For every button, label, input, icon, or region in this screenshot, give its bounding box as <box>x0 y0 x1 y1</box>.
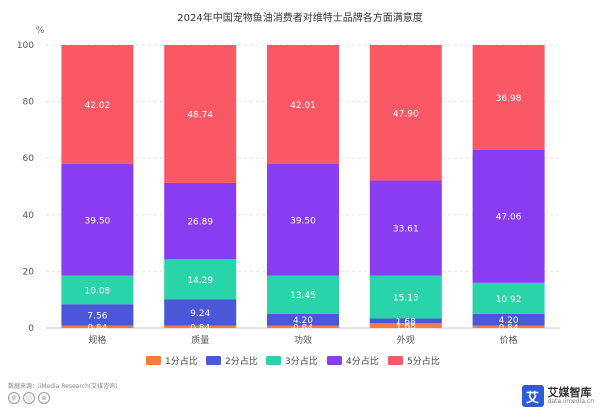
bar-segment <box>472 149 545 283</box>
chart-title: 2024年中国宠物鱼油消费者对维特士品牌各方面满意度 <box>177 11 422 24</box>
bar-value-label: 42.01 <box>290 101 316 111</box>
bar-segment <box>472 282 545 314</box>
bar-segment <box>369 275 442 319</box>
y-tick-labels: 0 20 40 60 80 100 <box>17 41 34 334</box>
y-tick-label: 20 <box>23 267 35 277</box>
bar-segment <box>369 318 442 324</box>
legend-label: 2分占比 <box>225 355 258 367</box>
brand-block: 艾 艾媒智库 data.iimedia.cn <box>521 385 594 407</box>
legend: 1分占比 2分占比 3分占比 4分占比 5分占比 <box>146 355 440 367</box>
bar-segment <box>164 182 237 260</box>
brand-name: 艾媒智库 <box>547 385 592 399</box>
bar-value-label: 0.84 <box>87 323 107 333</box>
bar-segment <box>61 325 134 328</box>
bar-segment <box>61 163 134 276</box>
bar-value-label: 14.29 <box>187 276 213 286</box>
bar-value-label: 15.13 <box>393 294 419 304</box>
brand-logo-icon: 艾 <box>521 385 544 407</box>
bar-segment <box>164 45 237 183</box>
legend-label: 5分占比 <box>407 355 440 367</box>
bar-value-label: 33.61 <box>393 225 419 235</box>
bar-value-label: 47.06 <box>496 213 522 223</box>
bar-segment <box>472 45 545 150</box>
bar-value-label: 39.50 <box>85 216 111 226</box>
y-tick-label: 100 <box>17 41 34 51</box>
bar-segment <box>267 45 339 164</box>
bar-value-label: 39.50 <box>290 216 316 226</box>
legend-swatch <box>266 356 281 365</box>
x-tick-label: 价格 <box>500 334 518 346</box>
copyright-icon: © <box>8 392 20 404</box>
legend-label: 3分占比 <box>285 355 318 367</box>
y-axis-unit-label: % <box>36 26 45 36</box>
bar-value-label: 10.92 <box>496 295 522 305</box>
noderivs-icon: ⊜ <box>38 392 50 404</box>
bar-value-label: 42.02 <box>85 101 111 111</box>
bar-segment <box>164 259 237 300</box>
data-source-note: 数据来源：iiMedia Research(艾媒咨询) <box>8 383 118 390</box>
legend-label: 4分占比 <box>346 355 379 367</box>
bar-value-label: 1.68 <box>396 317 416 327</box>
y-tick-label: 60 <box>23 154 35 164</box>
bar-value-label: 4.20 <box>499 316 519 326</box>
bar-value-label: 10.08 <box>85 286 111 296</box>
brand-url: data.iimedia.cn <box>547 397 594 405</box>
bar-segment <box>61 275 134 305</box>
bar-value-label: 48.74 <box>187 110 213 120</box>
bar-segment <box>164 325 237 328</box>
attribution-icon: ⓘ <box>23 392 35 404</box>
bar-segment <box>164 299 237 326</box>
y-tick-label: 80 <box>23 98 35 108</box>
bar-segment <box>61 45 134 164</box>
y-tick-label: 0 <box>28 324 34 334</box>
bar-segment <box>472 325 545 328</box>
bar-segment <box>472 313 545 326</box>
legend-swatch <box>146 356 161 365</box>
license-icons: © ⓘ ⊜ <box>8 392 50 404</box>
bar-segment <box>61 304 134 326</box>
bar-value-label: 13.45 <box>290 291 316 301</box>
bar-value-label: 0.84 <box>190 323 210 333</box>
bar-segment <box>369 45 442 181</box>
bar-value-label: 36.98 <box>496 94 522 104</box>
x-tick-label: 功效 <box>294 334 312 346</box>
bar-value-label: 9.24 <box>190 309 210 319</box>
x-tick-labels: 规格 质量 功效 外观 价格 <box>88 334 517 346</box>
bar-segment <box>267 275 339 314</box>
data-labels: 0.84 7.56 10.08 39.50 42.02 0.84 9.24 14.29 26.8… <box>85 94 522 333</box>
legend-label: 1分占比 <box>165 355 198 367</box>
bar-segment <box>267 163 339 276</box>
bar-segment <box>267 325 339 328</box>
bar-segment <box>267 313 339 326</box>
bar-segment <box>369 180 442 276</box>
x-tick-label: 外观 <box>397 334 415 346</box>
bar-value-label: 0.84 <box>499 323 519 333</box>
bar-value-label: 47.90 <box>393 109 419 119</box>
y-tick-label: 40 <box>23 211 35 221</box>
bar-value-label: 7.56 <box>87 311 107 321</box>
x-tick-label: 质量 <box>191 334 209 346</box>
bar-value-label: 4.20 <box>293 316 313 326</box>
bar-value-label: 0.84 <box>293 323 313 333</box>
legend-swatch <box>388 356 403 365</box>
x-tick-label: 规格 <box>88 334 106 346</box>
bar-segment <box>369 323 442 328</box>
bars <box>61 45 545 328</box>
legend-swatch <box>206 356 221 365</box>
bar-value-label: 1.68 <box>396 322 416 332</box>
legend-swatch <box>327 356 342 365</box>
bar-value-label: 26.89 <box>187 217 213 227</box>
